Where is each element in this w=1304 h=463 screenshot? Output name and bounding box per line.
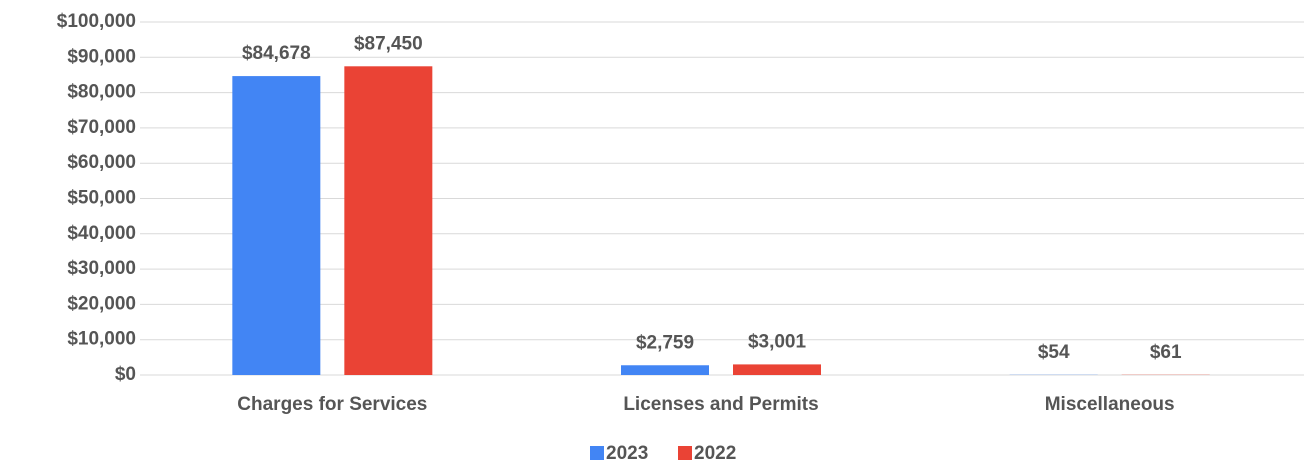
y-tick-label: $10,000 bbox=[67, 329, 136, 350]
y-tick-label: $40,000 bbox=[67, 223, 136, 244]
bar bbox=[344, 66, 433, 375]
bar bbox=[232, 76, 321, 375]
y-tick-label: $80,000 bbox=[67, 82, 136, 103]
x-tick-label: Licenses and Permits bbox=[623, 394, 818, 415]
bar bbox=[621, 365, 709, 375]
y-tick-label: $0 bbox=[115, 364, 136, 385]
y-tick-label: $100,000 bbox=[57, 11, 136, 32]
data-label: $87,450 bbox=[354, 33, 423, 54]
bar bbox=[733, 364, 821, 375]
y-tick-label: $20,000 bbox=[67, 293, 136, 314]
legend-label: 2022 bbox=[694, 443, 736, 463]
data-label: $2,759 bbox=[636, 332, 694, 353]
data-label: $3,001 bbox=[748, 331, 807, 352]
legend-swatch bbox=[590, 446, 604, 460]
data-label: $54 bbox=[1038, 342, 1070, 363]
y-tick-label: $70,000 bbox=[67, 117, 136, 138]
x-tick-label: Charges for Services bbox=[237, 394, 427, 415]
legend-label: 2023 bbox=[606, 443, 648, 463]
data-label: $84,678 bbox=[242, 43, 311, 64]
legend-swatch bbox=[678, 446, 692, 460]
y-tick-label: $30,000 bbox=[67, 258, 136, 279]
data-label: $61 bbox=[1150, 342, 1182, 363]
y-tick-label: $90,000 bbox=[67, 46, 136, 67]
y-tick-label: $50,000 bbox=[67, 188, 136, 209]
x-tick-label: Miscellaneous bbox=[1045, 394, 1175, 415]
y-tick-label: $60,000 bbox=[67, 152, 136, 173]
